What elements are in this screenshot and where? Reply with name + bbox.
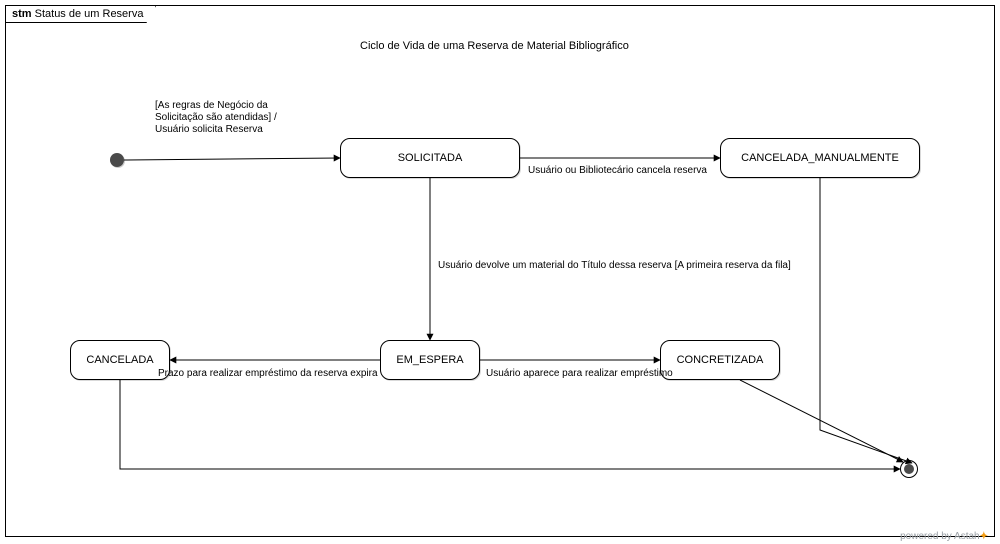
- state-label: CANCELADA_MANUALMENTE: [741, 152, 899, 164]
- watermark: powered by Astah✦: [900, 531, 988, 542]
- state-em-espera: EM_ESPERA: [380, 340, 480, 380]
- diagram-canvas: stm Status de um Reserva Ciclo de Vida d…: [0, 0, 1000, 544]
- label-solicitada-to-cancman: Usuário ou Bibliotecário cancela reserva: [528, 165, 707, 177]
- initial-state: [110, 153, 124, 167]
- state-concretizada: CONCRETIZADA: [660, 340, 780, 380]
- state-label: SOLICITADA: [398, 152, 463, 164]
- state-label: EM_ESPERA: [396, 354, 463, 366]
- diagram-title: Ciclo de Vida de uma Reserva de Material…: [360, 40, 629, 52]
- label-espera-to-cancelada: Prazo para realizar empréstimo da reserv…: [158, 368, 378, 380]
- watermark-brand: Astah: [954, 531, 980, 542]
- state-label: CONCRETIZADA: [677, 354, 764, 366]
- state-solicitada: SOLICITADA: [340, 138, 520, 178]
- state-cancelada-manualmente: CANCELADA_MANUALMENTE: [720, 138, 920, 178]
- frame-prefix: stm: [12, 8, 32, 20]
- final-state: [900, 460, 918, 478]
- watermark-icon: ✦: [980, 531, 988, 542]
- label-solicitada-to-espera: Usuário devolve um material do Título de…: [438, 260, 791, 272]
- frame-tab: stm Status de um Reserva: [5, 5, 156, 23]
- watermark-prefix: powered by: [900, 531, 954, 542]
- guard-initial-to-solicitada: [As regras de Negócio daSolicitação são …: [155, 100, 325, 136]
- label-espera-to-concretizada: Usuário aparece para realizar empréstimo: [486, 368, 673, 380]
- state-cancelada: CANCELADA: [70, 340, 170, 380]
- state-label: CANCELADA: [86, 354, 153, 366]
- frame-name: Status de um Reserva: [35, 8, 144, 20]
